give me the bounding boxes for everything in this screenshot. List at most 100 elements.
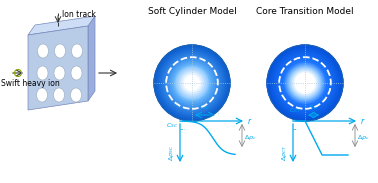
Circle shape: [164, 55, 220, 111]
Circle shape: [299, 77, 311, 89]
Text: $\Delta\rho_{SC}$: $\Delta\rho_{SC}$: [167, 145, 176, 161]
Circle shape: [173, 64, 211, 102]
Circle shape: [273, 50, 338, 116]
Circle shape: [156, 47, 228, 119]
Text: Core Transition Model: Core Transition Model: [256, 7, 354, 16]
Circle shape: [296, 74, 314, 92]
Circle shape: [286, 64, 324, 102]
Circle shape: [292, 70, 318, 96]
Circle shape: [289, 67, 321, 99]
Circle shape: [275, 53, 335, 113]
Circle shape: [189, 81, 195, 85]
Ellipse shape: [54, 44, 65, 58]
Circle shape: [161, 52, 223, 114]
Circle shape: [184, 75, 200, 91]
Circle shape: [293, 71, 318, 95]
Circle shape: [183, 74, 201, 92]
Circle shape: [271, 49, 339, 117]
Circle shape: [291, 69, 319, 97]
Circle shape: [166, 56, 218, 110]
Circle shape: [173, 64, 211, 102]
Circle shape: [169, 60, 215, 106]
Circle shape: [295, 73, 315, 93]
Circle shape: [300, 78, 310, 88]
Circle shape: [302, 80, 308, 87]
Text: r: r: [361, 117, 364, 126]
Circle shape: [168, 59, 216, 107]
Polygon shape: [28, 16, 95, 35]
Circle shape: [156, 47, 228, 119]
Circle shape: [178, 69, 206, 97]
Circle shape: [304, 82, 306, 84]
Circle shape: [158, 49, 226, 117]
Text: r: r: [248, 117, 251, 126]
Circle shape: [273, 51, 337, 115]
Polygon shape: [88, 16, 95, 101]
Circle shape: [155, 46, 229, 120]
Circle shape: [156, 48, 228, 118]
Circle shape: [170, 61, 214, 104]
Circle shape: [280, 58, 330, 108]
Circle shape: [284, 61, 327, 104]
Circle shape: [286, 64, 324, 102]
Circle shape: [160, 51, 224, 115]
Circle shape: [304, 81, 307, 85]
Circle shape: [169, 60, 215, 107]
Circle shape: [267, 45, 343, 121]
Circle shape: [180, 71, 204, 95]
Circle shape: [269, 47, 341, 119]
Circle shape: [161, 52, 223, 114]
Circle shape: [167, 58, 217, 108]
Circle shape: [171, 62, 212, 104]
Circle shape: [285, 63, 325, 103]
Ellipse shape: [54, 88, 65, 102]
Circle shape: [301, 79, 309, 87]
Circle shape: [279, 57, 331, 109]
Circle shape: [189, 80, 195, 86]
Text: $C_{CT}$: $C_{CT}$: [289, 106, 301, 115]
Circle shape: [304, 82, 306, 84]
Ellipse shape: [37, 44, 48, 58]
Circle shape: [271, 49, 339, 117]
Circle shape: [164, 55, 220, 111]
Circle shape: [171, 62, 213, 104]
Circle shape: [300, 78, 310, 88]
Circle shape: [186, 77, 198, 89]
Circle shape: [299, 77, 311, 89]
Circle shape: [277, 55, 333, 111]
Circle shape: [177, 68, 206, 98]
Circle shape: [304, 82, 306, 84]
Circle shape: [187, 78, 197, 88]
Circle shape: [297, 75, 313, 91]
Circle shape: [167, 58, 217, 108]
Circle shape: [181, 72, 203, 94]
Circle shape: [298, 76, 312, 90]
Circle shape: [183, 74, 201, 92]
Circle shape: [186, 77, 198, 89]
Ellipse shape: [71, 88, 82, 102]
Circle shape: [169, 61, 214, 105]
Circle shape: [294, 72, 316, 94]
Circle shape: [176, 67, 208, 99]
Circle shape: [287, 65, 323, 101]
Circle shape: [296, 74, 313, 92]
Circle shape: [174, 65, 210, 101]
Circle shape: [183, 74, 201, 92]
Circle shape: [298, 76, 311, 90]
Circle shape: [175, 66, 209, 100]
Circle shape: [174, 64, 211, 102]
Circle shape: [269, 47, 341, 119]
Ellipse shape: [71, 44, 82, 58]
Circle shape: [176, 67, 208, 99]
Circle shape: [303, 81, 307, 85]
Text: $\Delta\rho_c$: $\Delta\rho_c$: [357, 134, 370, 143]
Circle shape: [189, 80, 195, 86]
Circle shape: [181, 72, 203, 94]
Circle shape: [186, 77, 198, 89]
Circle shape: [279, 56, 332, 110]
Circle shape: [182, 73, 202, 93]
Circle shape: [172, 63, 212, 103]
Circle shape: [158, 48, 226, 117]
Circle shape: [274, 52, 336, 114]
Circle shape: [175, 66, 209, 100]
